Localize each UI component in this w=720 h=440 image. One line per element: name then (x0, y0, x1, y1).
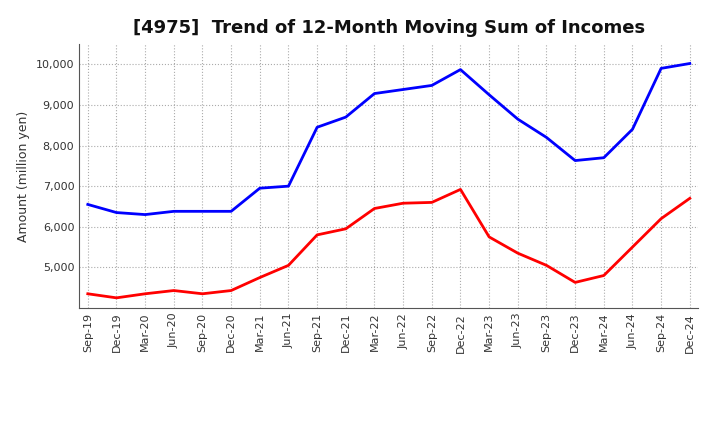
Ordinary Income (227, 209, 235, 214)
Ordinary Income (169, 209, 178, 214)
Net Income (256, 275, 264, 280)
Net Income (571, 280, 580, 285)
Ordinary Income (657, 66, 665, 71)
Title: [4975]  Trend of 12-Month Moving Sum of Incomes: [4975] Trend of 12-Month Moving Sum of I… (132, 19, 645, 37)
Ordinary Income (428, 83, 436, 88)
Net Income (370, 206, 379, 211)
Ordinary Income (485, 92, 493, 97)
Ordinary Income (198, 209, 207, 214)
Ordinary Income (600, 155, 608, 160)
Ordinary Income (370, 91, 379, 96)
Net Income (542, 263, 551, 268)
Y-axis label: Amount (million yen): Amount (million yen) (17, 110, 30, 242)
Net Income (112, 295, 121, 301)
Net Income (227, 288, 235, 293)
Net Income (428, 200, 436, 205)
Net Income (284, 263, 293, 268)
Ordinary Income (456, 67, 465, 72)
Ordinary Income (542, 135, 551, 140)
Line: Ordinary Income: Ordinary Income (88, 63, 690, 215)
Ordinary Income (399, 87, 408, 92)
Net Income (169, 288, 178, 293)
Ordinary Income (112, 210, 121, 215)
Net Income (456, 187, 465, 192)
Ordinary Income (84, 202, 92, 207)
Ordinary Income (312, 125, 321, 130)
Ordinary Income (284, 183, 293, 189)
Ordinary Income (141, 212, 150, 217)
Ordinary Income (341, 114, 350, 120)
Ordinary Income (571, 158, 580, 163)
Net Income (628, 245, 636, 250)
Line: Net Income: Net Income (88, 189, 690, 298)
Ordinary Income (628, 127, 636, 132)
Net Income (600, 273, 608, 278)
Net Income (84, 291, 92, 297)
Net Income (485, 234, 493, 239)
Net Income (685, 196, 694, 201)
Ordinary Income (256, 186, 264, 191)
Ordinary Income (685, 61, 694, 66)
Net Income (399, 201, 408, 206)
Net Income (657, 216, 665, 221)
Net Income (312, 232, 321, 238)
Net Income (141, 291, 150, 297)
Ordinary Income (513, 117, 522, 122)
Net Income (341, 226, 350, 231)
Net Income (198, 291, 207, 297)
Net Income (513, 250, 522, 256)
